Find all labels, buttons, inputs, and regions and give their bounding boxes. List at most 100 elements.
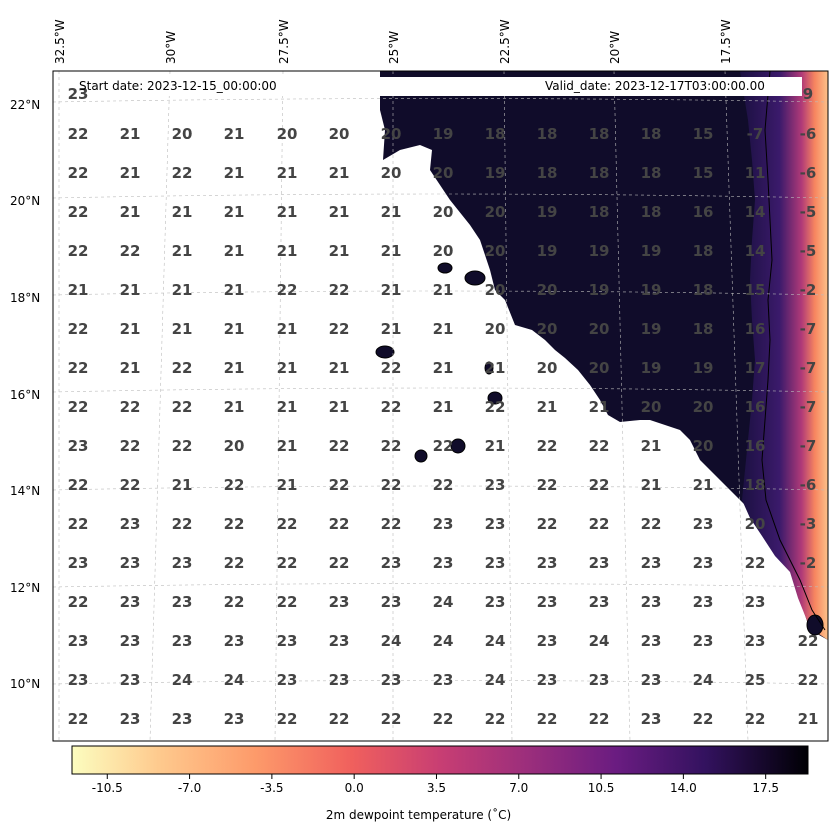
dewpoint-value: 21 [798, 710, 819, 728]
dewpoint-value: 24 [172, 671, 193, 689]
dewpoint-value: 23 [120, 515, 141, 533]
latitude-label: 22°N [10, 98, 41, 112]
dewpoint-value: 19 [433, 125, 454, 143]
dewpoint-value: -7 [800, 398, 817, 416]
dewpoint-value: -2 [800, 281, 817, 299]
dewpoint-value: 22 [120, 476, 141, 494]
dewpoint-value: 20 [693, 398, 714, 416]
dewpoint-value: 21 [172, 476, 193, 494]
dewpoint-value: 21 [381, 203, 402, 221]
latitude-label: 18°N [10, 291, 41, 305]
dewpoint-value: 22 [120, 398, 141, 416]
dewpoint-value: 18 [485, 125, 506, 143]
dewpoint-value: 22 [329, 476, 350, 494]
dewpoint-value: -6 [800, 125, 817, 143]
dewpoint-value: 20 [485, 242, 506, 260]
dewpoint-value: 23 [745, 632, 766, 650]
dewpoint-value: 21 [537, 398, 558, 416]
longitude-label: 27.5°W [277, 19, 291, 64]
dewpoint-value: 22 [693, 710, 714, 728]
dewpoint-value: 21 [277, 203, 298, 221]
dewpoint-value: 23 [693, 554, 714, 572]
dewpoint-value: 11 [745, 164, 766, 182]
dewpoint-value: 19 [485, 164, 506, 182]
dewpoint-value: 23 [381, 671, 402, 689]
dewpoint-value: 23 [172, 593, 193, 611]
dewpoint-value: 20 [537, 281, 558, 299]
dewpoint-value: 22 [329, 554, 350, 572]
dewpoint-value: 21 [329, 242, 350, 260]
longitude-label: 30°W [164, 30, 178, 64]
dewpoint-value: 22 [277, 554, 298, 572]
dewpoint-value: 22 [589, 710, 610, 728]
dewpoint-value: 24 [589, 632, 610, 650]
dewpoint-value: 22 [172, 359, 193, 377]
dewpoint-value: 15 [693, 164, 714, 182]
dewpoint-value: 23 [745, 593, 766, 611]
dewpoint-value: 21 [277, 437, 298, 455]
latitude-label: 16°N [10, 388, 41, 402]
island [414, 449, 428, 463]
dewpoint-value: 21 [120, 164, 141, 182]
dewpoint-value: 23 [485, 554, 506, 572]
dewpoint-value: 18 [693, 320, 714, 338]
dewpoint-value: 22 [589, 515, 610, 533]
dewpoint-value: 22 [485, 398, 506, 416]
dewpoint-value: 20 [224, 437, 245, 455]
dewpoint-value: 18 [693, 281, 714, 299]
dewpoint-value: 22 [589, 476, 610, 494]
dewpoint-value: -7 [800, 320, 817, 338]
dewpoint-value: 23 [224, 710, 245, 728]
dewpoint-value: 24 [433, 593, 454, 611]
dewpoint-value: 22 [68, 398, 89, 416]
island [437, 262, 453, 274]
dewpoint-value: 20 [537, 320, 558, 338]
dewpoint-value: 22 [485, 710, 506, 728]
coastal-gradient [740, 71, 828, 640]
dewpoint-value: 23 [485, 593, 506, 611]
dewpoint-value: 22 [381, 476, 402, 494]
dewpoint-value: 22 [172, 437, 193, 455]
dewpoint-value: 21 [224, 320, 245, 338]
dewpoint-value: 21 [120, 359, 141, 377]
colorbar-tick-label: -3.5 [260, 781, 284, 795]
dewpoint-value: 22 [433, 437, 454, 455]
map-frame-border [52, 70, 829, 742]
land-layer [375, 71, 828, 640]
dewpoint-value: 21 [381, 281, 402, 299]
dewpoint-value: 19 [641, 359, 662, 377]
dewpoint-value: -7 [800, 437, 817, 455]
dewpoint-value: 21 [589, 398, 610, 416]
dewpoint-value: 21 [224, 398, 245, 416]
dewpoint-value: 22 [68, 203, 89, 221]
dewpoint-value: 22 [329, 437, 350, 455]
dewpoint-value: -2 [800, 554, 817, 572]
africa-land [380, 71, 828, 640]
dewpoint-value: 21 [224, 203, 245, 221]
dewpoint-value: 23 [641, 554, 662, 572]
dewpoint-value: 22 [537, 476, 558, 494]
colorbar-tick-label: 14.0 [670, 781, 697, 795]
colorbar-tick-label: 3.5 [426, 781, 447, 795]
valid-date-label: Valid_date: 2023-12-17T03:00:00.00 [545, 79, 765, 93]
dewpoint-value: 22 [433, 476, 454, 494]
island [484, 361, 494, 375]
dewpoint-value: 22 [381, 359, 402, 377]
dewpoint-value: 20 [433, 164, 454, 182]
dewpoint-value: 23 [172, 710, 193, 728]
dewpoint-value: 18 [589, 125, 610, 143]
dewpoint-value: 22 [120, 437, 141, 455]
dewpoint-value: 21 [329, 359, 350, 377]
dewpoint-value: 21 [381, 242, 402, 260]
dewpoint-value: -7 [747, 125, 764, 143]
dewpoint-value: 22 [381, 437, 402, 455]
dewpoint-value: 18 [641, 125, 662, 143]
dewpoint-value: 18 [693, 242, 714, 260]
dewpoint-value: 15 [693, 125, 714, 143]
dewpoint-value: 20 [381, 125, 402, 143]
dewpoint-value: 22 [329, 281, 350, 299]
dewpoint-value: 22 [277, 281, 298, 299]
dewpoint-value: 22 [537, 515, 558, 533]
dewpoint-value: 22 [798, 671, 819, 689]
dewpoint-value: 21 [277, 398, 298, 416]
